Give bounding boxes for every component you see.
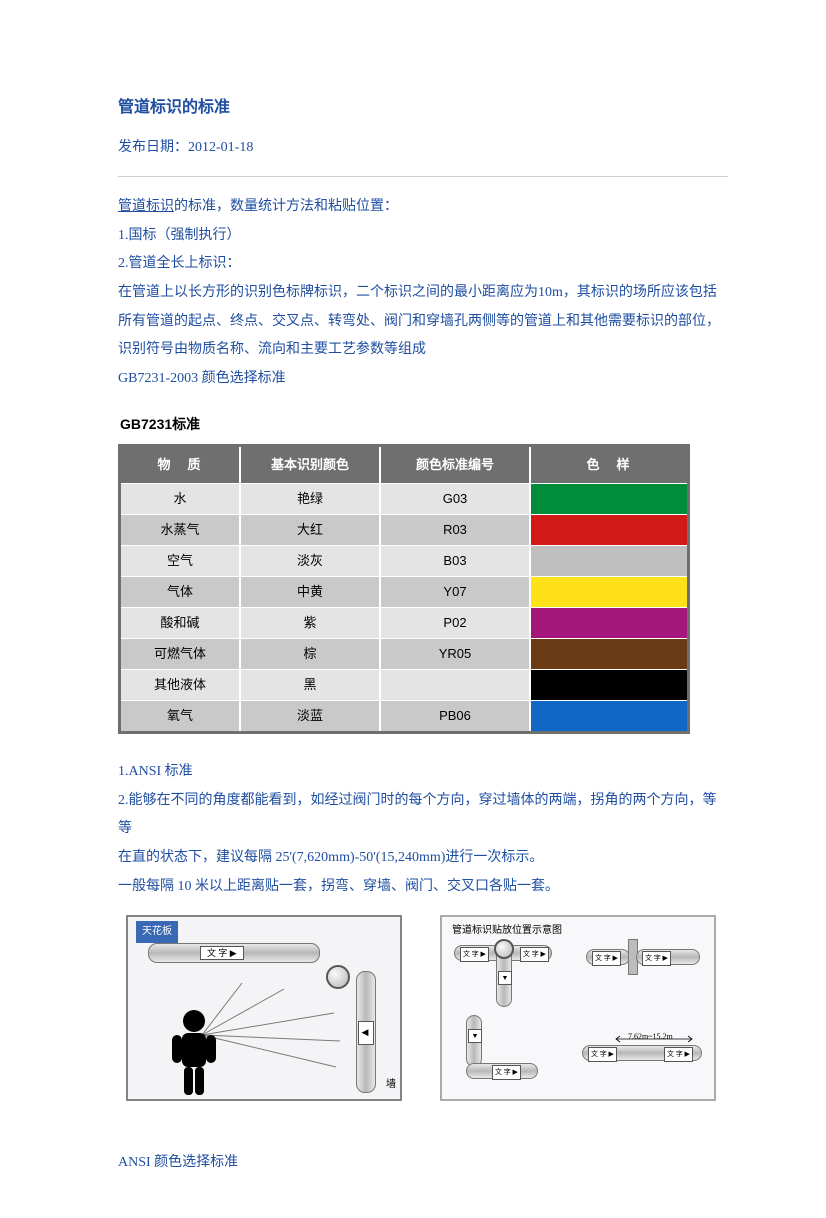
gb-cell-colorname: 淡蓝: [241, 700, 381, 731]
gb-cell-material: 水蒸气: [121, 514, 241, 545]
gb-table-row: 水蒸气大红R03: [121, 514, 687, 545]
gb-table-body: 水艳绿G03水蒸气大红R03空气淡灰B03气体中黄Y07酸和碱紫P02可燃气体棕…: [121, 483, 687, 731]
gb-cell-code: G03: [381, 483, 531, 514]
gb-cell-code: R03: [381, 514, 531, 545]
gb-line-2: 2.管道全长上标识：: [118, 250, 728, 279]
elbow-tag-v: ▼: [468, 1029, 482, 1043]
page-title: 管道标识的标准: [118, 92, 728, 124]
gb-cell-colorname: 淡灰: [241, 545, 381, 576]
gb-cell-colorname: 中黄: [241, 576, 381, 607]
gb-cell-colorname: 黑: [241, 669, 381, 700]
footer-line: ANSI 颜色选择标准: [118, 1149, 728, 1178]
spacing-tag-r: 文 字 ▶: [664, 1047, 693, 1062]
gb-cell-swatch: [531, 483, 687, 514]
gb-cell-colorname: 棕: [241, 638, 381, 669]
gb-cell-material: 氧气: [121, 700, 241, 731]
gb-cell-code: PB06: [381, 700, 531, 731]
spacing-arrows: [614, 1035, 694, 1043]
gb-cell-swatch: [531, 576, 687, 607]
gb-cell-code: [381, 669, 531, 700]
ansi-section: 1.ANSI 标准 2.能够在不同的角度都能看到，如经过阀门时的每个方向，穿过墙…: [118, 758, 728, 901]
gb-table-row: 酸和碱紫P02: [121, 607, 687, 638]
diagram-placement: 管道标识贴放位置示意图 文 字 ▶ 文 字 ▶ ▼ 文 字 ▶ 文 字 ▶ ▼ …: [440, 915, 716, 1101]
ansi-line-3: 在直的状态下，建议每隔 25'(7,620mm)-50'(15,240mm)进行…: [118, 844, 728, 873]
ansi-line-2: 2.能够在不同的角度都能看到，如经过阀门时的每个方向，穿过墙体的两端，拐角的两个…: [118, 787, 728, 844]
ansi-line-1: 1.ANSI 标准: [118, 758, 728, 787]
pubdate-value: 2012-01-18: [188, 140, 253, 155]
gb-cell-swatch: [531, 514, 687, 545]
gb-table-row: 可燃气体棕YR05: [121, 638, 687, 669]
document-page: 管道标识的标准 发布日期：2012-01-18 管道标识的标准，数量统计方法和粘…: [0, 0, 826, 1218]
gb-cell-material: 酸和碱: [121, 607, 241, 638]
gb-cell-code: B03: [381, 545, 531, 576]
wall-tag-r: 文 字 ▶: [642, 951, 671, 966]
tee-tag-r: 文 字 ▶: [520, 947, 549, 962]
intro-tail: 的标准，数量统计方法和粘贴位置：: [174, 199, 398, 214]
gb-cell-material: 气体: [121, 576, 241, 607]
gb7231-table: 物 质 基本识别颜色 颜色标准编号 色 样 水艳绿G03水蒸气大红R03空气淡灰…: [118, 444, 690, 734]
ansi-line-4: 一般每隔 10 米以上距离贴一套，拐弯、穿墙、阀门、交叉口各贴一套。: [118, 873, 728, 902]
spacing-tag-l: 文 字 ▶: [588, 1047, 617, 1062]
divider: [118, 176, 728, 177]
person-icon: [154, 983, 354, 1097]
diagram-viewing-angles: 天花板 文 字 ▶ ◀ 墙: [126, 915, 402, 1101]
gb-table-row: 水艳绿G03: [121, 483, 687, 514]
gb-cell-swatch: [531, 638, 687, 669]
gb-cell-material: 空气: [121, 545, 241, 576]
pipe-label-link[interactable]: 管道标识: [118, 199, 174, 214]
gb-cell-swatch: [531, 669, 687, 700]
gb-table-row: 气体中黄Y07: [121, 576, 687, 607]
gb-cell-swatch: [531, 700, 687, 731]
gb-th-material: 物 质: [121, 447, 241, 483]
gb-line-1: 1.国标（强制执行）: [118, 222, 728, 251]
footer-section: ANSI 颜色选择标准: [118, 1149, 728, 1178]
tee-tag-l: 文 字 ▶: [460, 947, 489, 962]
gb-para-1: 在管道上以长方形的识别色标牌标识，二个标识之间的最小距离应为10m，其标识的场所…: [118, 279, 728, 365]
pubdate-label: 发布日期：: [118, 140, 188, 155]
publish-date: 发布日期：2012-01-18: [118, 134, 728, 162]
tee-tag-d: ▼: [498, 971, 512, 985]
intro-section: 管道标识的标准，数量统计方法和粘贴位置： 1.国标（强制执行） 2.管道全长上标…: [118, 193, 728, 394]
diagram-row: 天花板 文 字 ▶ ◀ 墙: [126, 915, 728, 1101]
gb-cell-material: 其他液体: [121, 669, 241, 700]
gb-cell-colorname: 大红: [241, 514, 381, 545]
elbow-tag-h: 文 字 ▶: [492, 1065, 521, 1080]
gb-table-title: GB7231标准: [120, 410, 728, 438]
gb-table-row: 其他液体黑: [121, 669, 687, 700]
gb-cell-code: P02: [381, 607, 531, 638]
pipe-tag-overhead: 文 字 ▶: [200, 946, 244, 960]
gb-cell-colorname: 艳绿: [241, 483, 381, 514]
placement-title: 管道标识贴放位置示意图: [452, 921, 562, 941]
gb-th-code: 颜色标准编号: [381, 447, 531, 483]
gb-th-colorname: 基本识别颜色: [241, 447, 381, 483]
intro-line: 管道标识的标准，数量统计方法和粘贴位置：: [118, 193, 728, 222]
gb-cell-swatch: [531, 607, 687, 638]
ceiling-label: 天花板: [136, 921, 178, 943]
gb-table-row: 氧气淡蓝PB06: [121, 700, 687, 731]
gb-cell-material: 水: [121, 483, 241, 514]
wall-label: 墙: [386, 1075, 396, 1095]
gb-th-sample: 色 样: [531, 447, 687, 483]
gb-std-line: GB7231-2003 颜色选择标准: [118, 365, 728, 394]
gb-table-row: 空气淡灰B03: [121, 545, 687, 576]
gb-cell-colorname: 紫: [241, 607, 381, 638]
pipe-tag-vertical: ◀: [358, 1021, 374, 1045]
gb-table-header-row: 物 质 基本识别颜色 颜色标准编号 色 样: [121, 447, 687, 483]
gb-cell-swatch: [531, 545, 687, 576]
gb-cell-code: Y07: [381, 576, 531, 607]
gb-cell-code: YR05: [381, 638, 531, 669]
gb-cell-material: 可燃气体: [121, 638, 241, 669]
wall-tag-l: 文 字 ▶: [592, 951, 621, 966]
